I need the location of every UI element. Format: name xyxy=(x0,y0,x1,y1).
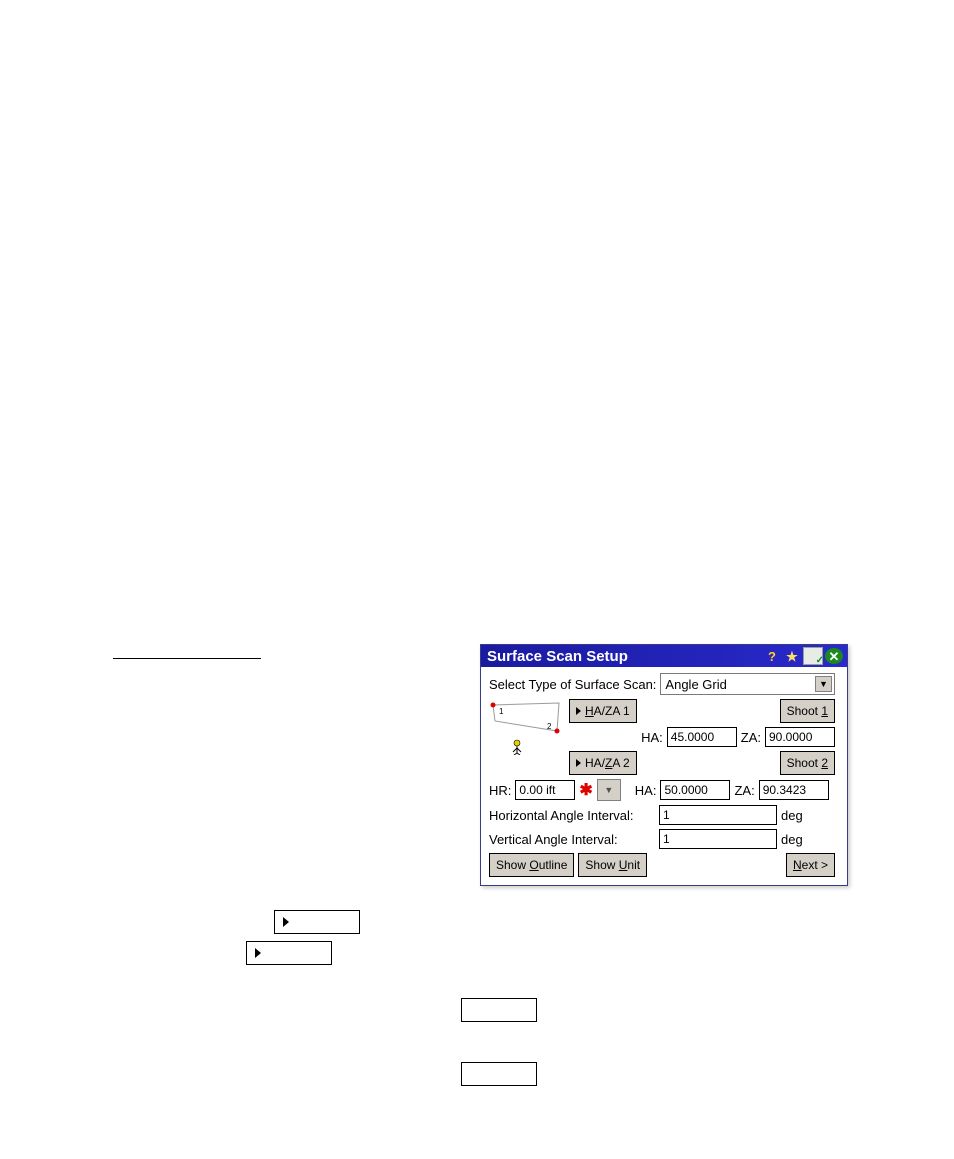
placeholder-button-2[interactable] xyxy=(461,1062,537,1086)
za-label-2: ZA: xyxy=(734,783,754,798)
hr-input[interactable]: 0.00 ift xyxy=(515,780,575,800)
shoot1-button[interactable]: Shoot 1 xyxy=(780,699,835,723)
chevron-down-icon: ▼ xyxy=(815,676,832,692)
scan-type-row: Select Type of Surface Scan: Angle Grid … xyxy=(489,673,839,695)
titlebar-icons: ? ★ ✕ xyxy=(763,647,843,665)
hr-dropdown[interactable]: ▼ xyxy=(597,779,621,801)
surface-scan-setup-window: Surface Scan Setup ? ★ ✕ Select Type of … xyxy=(480,644,848,886)
svg-text:2: 2 xyxy=(547,722,552,731)
ha2-input[interactable]: 50.0000 xyxy=(660,780,730,800)
hr-label: HR: xyxy=(489,783,511,798)
show-unit-button[interactable]: Show Unit xyxy=(578,853,647,877)
favorite-icon[interactable]: ★ xyxy=(783,648,801,664)
haza1-button[interactable]: HA/ZA 1 xyxy=(569,699,637,723)
ha-label-2: HA: xyxy=(635,783,657,798)
v-interval-unit: deg xyxy=(781,832,803,847)
ha1-input[interactable]: 45.0000 xyxy=(667,727,737,747)
help-icon[interactable]: ? xyxy=(763,648,781,664)
client-area: Select Type of Surface Scan: Angle Grid … xyxy=(481,667,847,885)
laser-icon: ✱ xyxy=(579,780,592,800)
next-button[interactable]: Next > xyxy=(786,853,835,877)
v-interval-label: Vertical Angle Interval: xyxy=(489,832,655,847)
titlebar: Surface Scan Setup ? ★ ✕ xyxy=(481,645,847,667)
window-title: Surface Scan Setup xyxy=(487,648,763,665)
play-icon xyxy=(576,707,581,715)
ha-label: HA: xyxy=(641,730,663,745)
left-play-button-1[interactable] xyxy=(274,910,360,934)
za-label: ZA: xyxy=(741,730,761,745)
page: Surface Scan Setup ? ★ ✕ Select Type of … xyxy=(0,0,954,1159)
haza2-button[interactable]: HA/ZA 2 xyxy=(569,751,637,775)
scan-type-label: Select Type of Surface Scan: xyxy=(489,677,656,692)
h-interval-label: Horizontal Angle Interval: xyxy=(489,808,655,823)
scan-type-value: Angle Grid xyxy=(665,677,726,692)
shoot2-button[interactable]: Shoot 2 xyxy=(780,751,835,775)
close-icon[interactable]: ✕ xyxy=(825,648,843,664)
svg-text:1: 1 xyxy=(499,707,504,716)
play-icon xyxy=(283,917,289,927)
play-icon xyxy=(576,759,581,767)
za2-input[interactable]: 90.3423 xyxy=(759,780,829,800)
section-underline xyxy=(113,658,261,659)
za1-input[interactable]: 90.0000 xyxy=(765,727,835,747)
h-interval-input[interactable]: 1 xyxy=(659,805,777,825)
placeholder-button-1[interactable] xyxy=(461,998,537,1022)
play-icon xyxy=(255,948,261,958)
h-interval-unit: deg xyxy=(781,808,803,823)
show-outline-button[interactable]: Show Outline xyxy=(489,853,574,877)
left-play-button-2[interactable] xyxy=(246,941,332,965)
scan-type-select[interactable]: Angle Grid ▼ xyxy=(660,673,835,695)
scan-region-diagram: 1 2 xyxy=(489,699,563,755)
v-interval-input[interactable]: 1 xyxy=(659,829,777,849)
settings-sheet-icon[interactable] xyxy=(803,647,823,665)
